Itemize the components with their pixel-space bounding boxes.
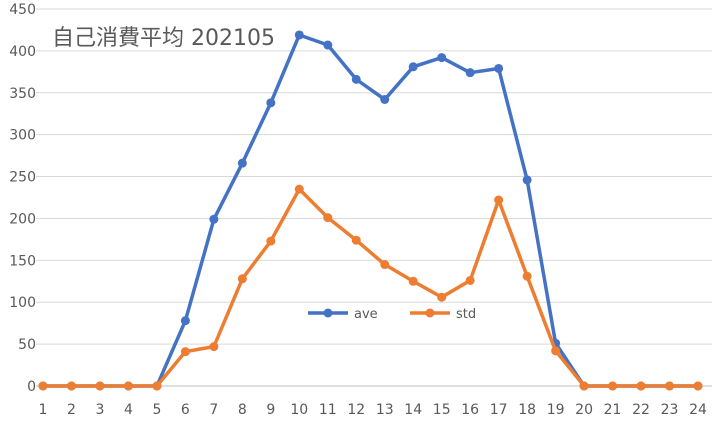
y-tick-label: 350 <box>9 86 36 102</box>
data-point-ave <box>294 30 304 40</box>
legend: ave std <box>308 307 476 322</box>
data-point-ave <box>237 158 247 168</box>
data-point-std <box>180 347 190 357</box>
x-tick-label: 20 <box>575 402 593 418</box>
x-tick-label: 17 <box>490 402 508 418</box>
data-point-std <box>494 195 504 205</box>
x-tick-label: 5 <box>152 402 161 418</box>
x-tick-label: 19 <box>547 402 565 418</box>
series-line-std <box>41 187 700 388</box>
gridlines <box>36 8 712 387</box>
y-tick-label: 100 <box>9 295 36 311</box>
data-point-std <box>38 381 48 391</box>
data-point-std <box>95 381 105 391</box>
x-tick-label: 1 <box>39 402 48 418</box>
data-point-std <box>380 260 390 270</box>
x-tick-label: 18 <box>518 402 536 418</box>
legend-label-std: std <box>456 307 476 322</box>
data-point-ave <box>494 63 504 73</box>
x-tick-label: 12 <box>347 402 365 418</box>
x-tick-label: 6 <box>181 402 190 418</box>
x-tick-label: 4 <box>124 402 133 418</box>
data-point-std <box>636 381 646 391</box>
x-tick-label: 9 <box>266 402 275 418</box>
x-tick-label: 15 <box>433 402 451 418</box>
data-point-std <box>123 381 133 391</box>
x-tick-label: 14 <box>404 402 422 418</box>
legend-label-ave: ave <box>354 307 378 322</box>
x-tick-label: 7 <box>209 402 218 418</box>
y-tick-label: 50 <box>18 337 36 353</box>
data-point-ave <box>380 94 390 104</box>
x-tick-label: 10 <box>290 402 308 418</box>
data-point-std <box>351 235 361 245</box>
data-point-ave <box>209 214 219 224</box>
y-tick-label: 200 <box>9 211 36 227</box>
x-tick-label: 11 <box>319 402 337 418</box>
data-point-std <box>608 381 618 391</box>
data-point-ave <box>323 40 333 50</box>
data-point-ave <box>465 68 475 78</box>
data-point-ave <box>266 98 276 108</box>
data-point-std <box>323 213 333 223</box>
legend-marker-ave <box>323 308 333 318</box>
data-point-std <box>408 276 418 286</box>
x-tick-label: 2 <box>67 402 76 418</box>
x-tick-label: 16 <box>461 402 479 418</box>
y-axis-tick-labels: 0 50 100 150 200 250 300 350 400 450 <box>9 2 36 395</box>
data-point-std <box>209 342 219 352</box>
x-tick-label: 22 <box>632 402 650 418</box>
x-tick-label: 23 <box>661 402 679 418</box>
data-point-std <box>237 274 247 284</box>
data-point-std <box>665 381 675 391</box>
x-tick-label: 21 <box>604 402 622 418</box>
x-tick-label: 24 <box>689 402 707 418</box>
data-point-ave <box>180 316 190 326</box>
data-point-std <box>465 275 475 285</box>
series-lines <box>38 30 703 391</box>
data-point-ave <box>408 62 418 72</box>
data-point-std <box>551 346 561 356</box>
data-point-std <box>693 381 703 391</box>
x-axis-tick-labels: 1 2 3 4 5 6 7 8 9 10 11 12 13 14 15 16 17 18 19 20 21 22 23 24 <box>39 402 707 418</box>
data-point-std <box>522 271 532 281</box>
data-point-std <box>437 292 447 302</box>
series-line-ave <box>41 33 700 388</box>
data-point-ave <box>522 175 532 185</box>
chart-title: 自己消費平均 202105 <box>52 26 275 51</box>
data-point-ave <box>351 74 361 84</box>
y-tick-label: 300 <box>9 128 36 144</box>
data-point-std <box>579 381 589 391</box>
y-tick-label: 450 <box>9 2 36 18</box>
x-tick-label: 8 <box>238 402 247 418</box>
data-point-std <box>152 381 162 391</box>
data-point-std <box>266 236 276 246</box>
y-tick-label: 150 <box>9 253 36 269</box>
y-tick-label: 400 <box>9 44 36 60</box>
x-tick-label: 13 <box>376 402 394 418</box>
legend-marker-std <box>425 308 435 318</box>
y-tick-label: 0 <box>27 379 36 395</box>
data-point-std <box>66 381 76 391</box>
data-point-ave <box>437 53 447 63</box>
x-tick-label: 3 <box>95 402 104 418</box>
data-point-std <box>294 184 304 194</box>
y-tick-label: 250 <box>9 170 36 186</box>
